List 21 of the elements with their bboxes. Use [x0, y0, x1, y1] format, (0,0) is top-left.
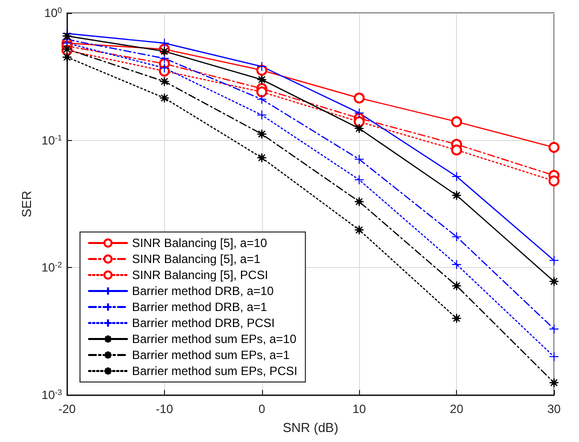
legend-label: Barrier method sum EPs, a=10 — [132, 332, 297, 346]
y-tick-label: 10$^{-1}$ — [42, 132, 63, 148]
legend-label: SINR Balancing [5], a=10 — [132, 236, 268, 250]
x-tick-label: 30 — [547, 402, 561, 416]
y-tick-label: 10$^{-2}$ — [42, 260, 63, 275]
x-tick-label: 10 — [352, 402, 366, 416]
legend-label: Barrier method sum EPs, PCSI — [132, 364, 298, 378]
x-tick-label: -20 — [58, 402, 76, 416]
x-tick-label: 0 — [258, 402, 266, 416]
legend-label: Barrier method sum EPs, a=1 — [132, 348, 290, 362]
y-tick-label: 10$^{0}$ — [44, 6, 63, 20]
legend-label: SINR Balancing [5], PCSI — [132, 268, 268, 282]
x-tick-label: 20 — [450, 402, 464, 416]
x-axis-title: SNR (dB) — [282, 420, 338, 435]
legend-label: Barrier method DRB, a=1 — [132, 300, 268, 314]
x-tick-label: -10 — [156, 402, 174, 416]
legend-label: Barrier method DRB, a=10 — [132, 284, 274, 298]
legend-label: SINR Balancing [5], a=1 — [132, 252, 261, 266]
legend-label: Barrier method DRB, PCSI — [132, 316, 275, 330]
y-tick-label: 10$^{-3}$ — [42, 388, 63, 402]
y-axis-title: SER — [19, 190, 34, 218]
